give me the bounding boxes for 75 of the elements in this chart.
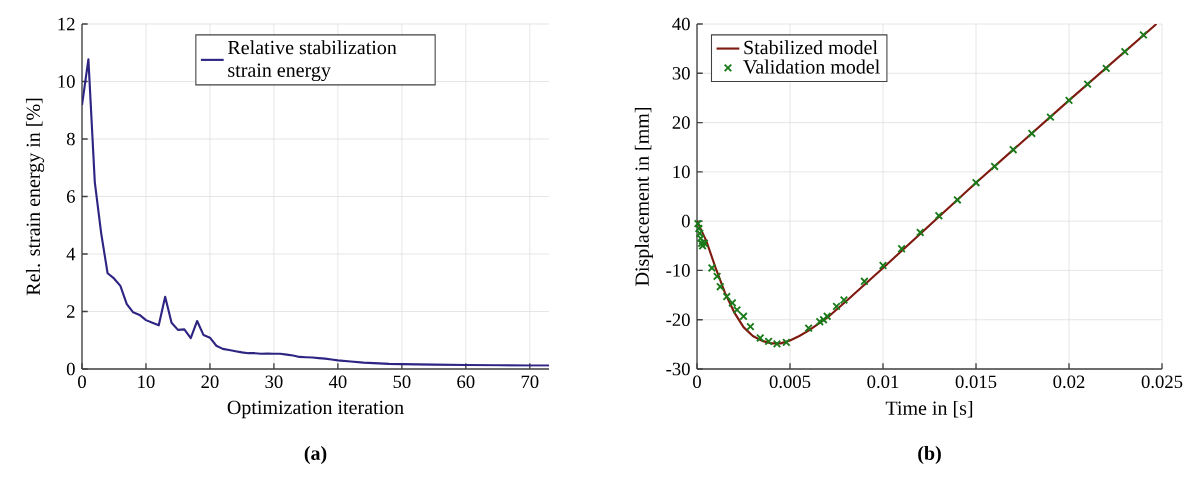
y-tick-label: 0 [66,362,75,376]
point [1139,30,1148,40]
y-tick-label: 20 [672,116,690,129]
point [716,282,725,291]
y-tick-label: 10 [673,165,690,179]
y-tick-label: 6 [66,190,75,203]
point [1064,96,1074,105]
point [1027,129,1037,138]
point [698,241,707,251]
point [1101,64,1111,73]
x-tick-label: 0.02 [1053,375,1085,389]
point [732,305,742,315]
point [815,317,825,326]
point [728,298,737,308]
x-tick-label: 0.015 [955,375,997,389]
y-tick-label: 4 [66,247,76,261]
point [1046,112,1055,122]
point [756,333,765,343]
point [695,229,705,238]
x-tick-label: 0.025 [1141,375,1183,389]
y-tick-label: 40 [672,17,690,31]
point [839,295,849,305]
point [1083,79,1092,89]
y-tick-label: -30 [666,362,690,376]
x-tick-label: 70 [521,375,539,389]
x-tick-label: 0 [78,375,86,389]
point [819,315,828,324]
x-tick-label: 30 [265,375,283,389]
point [934,211,944,220]
legend-label: Validation model [743,59,880,74]
y-tick-label: 8 [66,132,75,146]
x-axis-title: Optimization iteration [227,400,404,419]
point [722,292,732,301]
point [1008,145,1018,154]
y-axis-title: Rel. strain energy in [%] [25,98,45,296]
point [971,178,981,187]
point [707,263,717,273]
legend-label: Stabilized model [744,40,878,55]
y-tick-label: 12 [58,17,75,31]
point [696,234,705,243]
x-tick-label: 0.01 [867,375,899,389]
point [1120,47,1130,56]
y-tick-label: 10 [58,75,75,88]
point [953,195,962,205]
point [746,322,755,331]
point [739,312,748,321]
point [804,323,813,333]
point [700,239,709,248]
point [832,302,841,311]
point [897,244,906,253]
legend-label: Relative stabilization strain energy [228,40,397,82]
point [915,228,925,237]
x-tick-label: 0.005 [769,375,811,389]
text: (b) [918,445,941,465]
y-tick-label: -20 [666,313,690,327]
x-axis-title: Time in [s] [885,400,973,418]
point [878,261,888,270]
y-tick-label: 2 [67,305,75,318]
point [860,277,869,286]
y-tick-label: 0 [681,214,690,228]
x-tick-label: 10 [138,375,155,389]
point [693,219,703,228]
y-axis-title: Displacement in [mm] [634,107,653,286]
x-tick-label: 40 [328,375,347,389]
y-tick-label: 30 [672,66,690,80]
point [990,162,999,171]
y-tick-label: -10 [666,264,690,277]
x-tick-label: 0 [693,375,701,389]
point [712,272,722,281]
x-tick-label: 50 [393,375,411,389]
x-tick-label: 20 [201,375,219,389]
x-tick-label: 60 [457,375,475,389]
text: (a) [304,445,327,465]
point [694,224,704,233]
line-series [697,24,1158,345]
